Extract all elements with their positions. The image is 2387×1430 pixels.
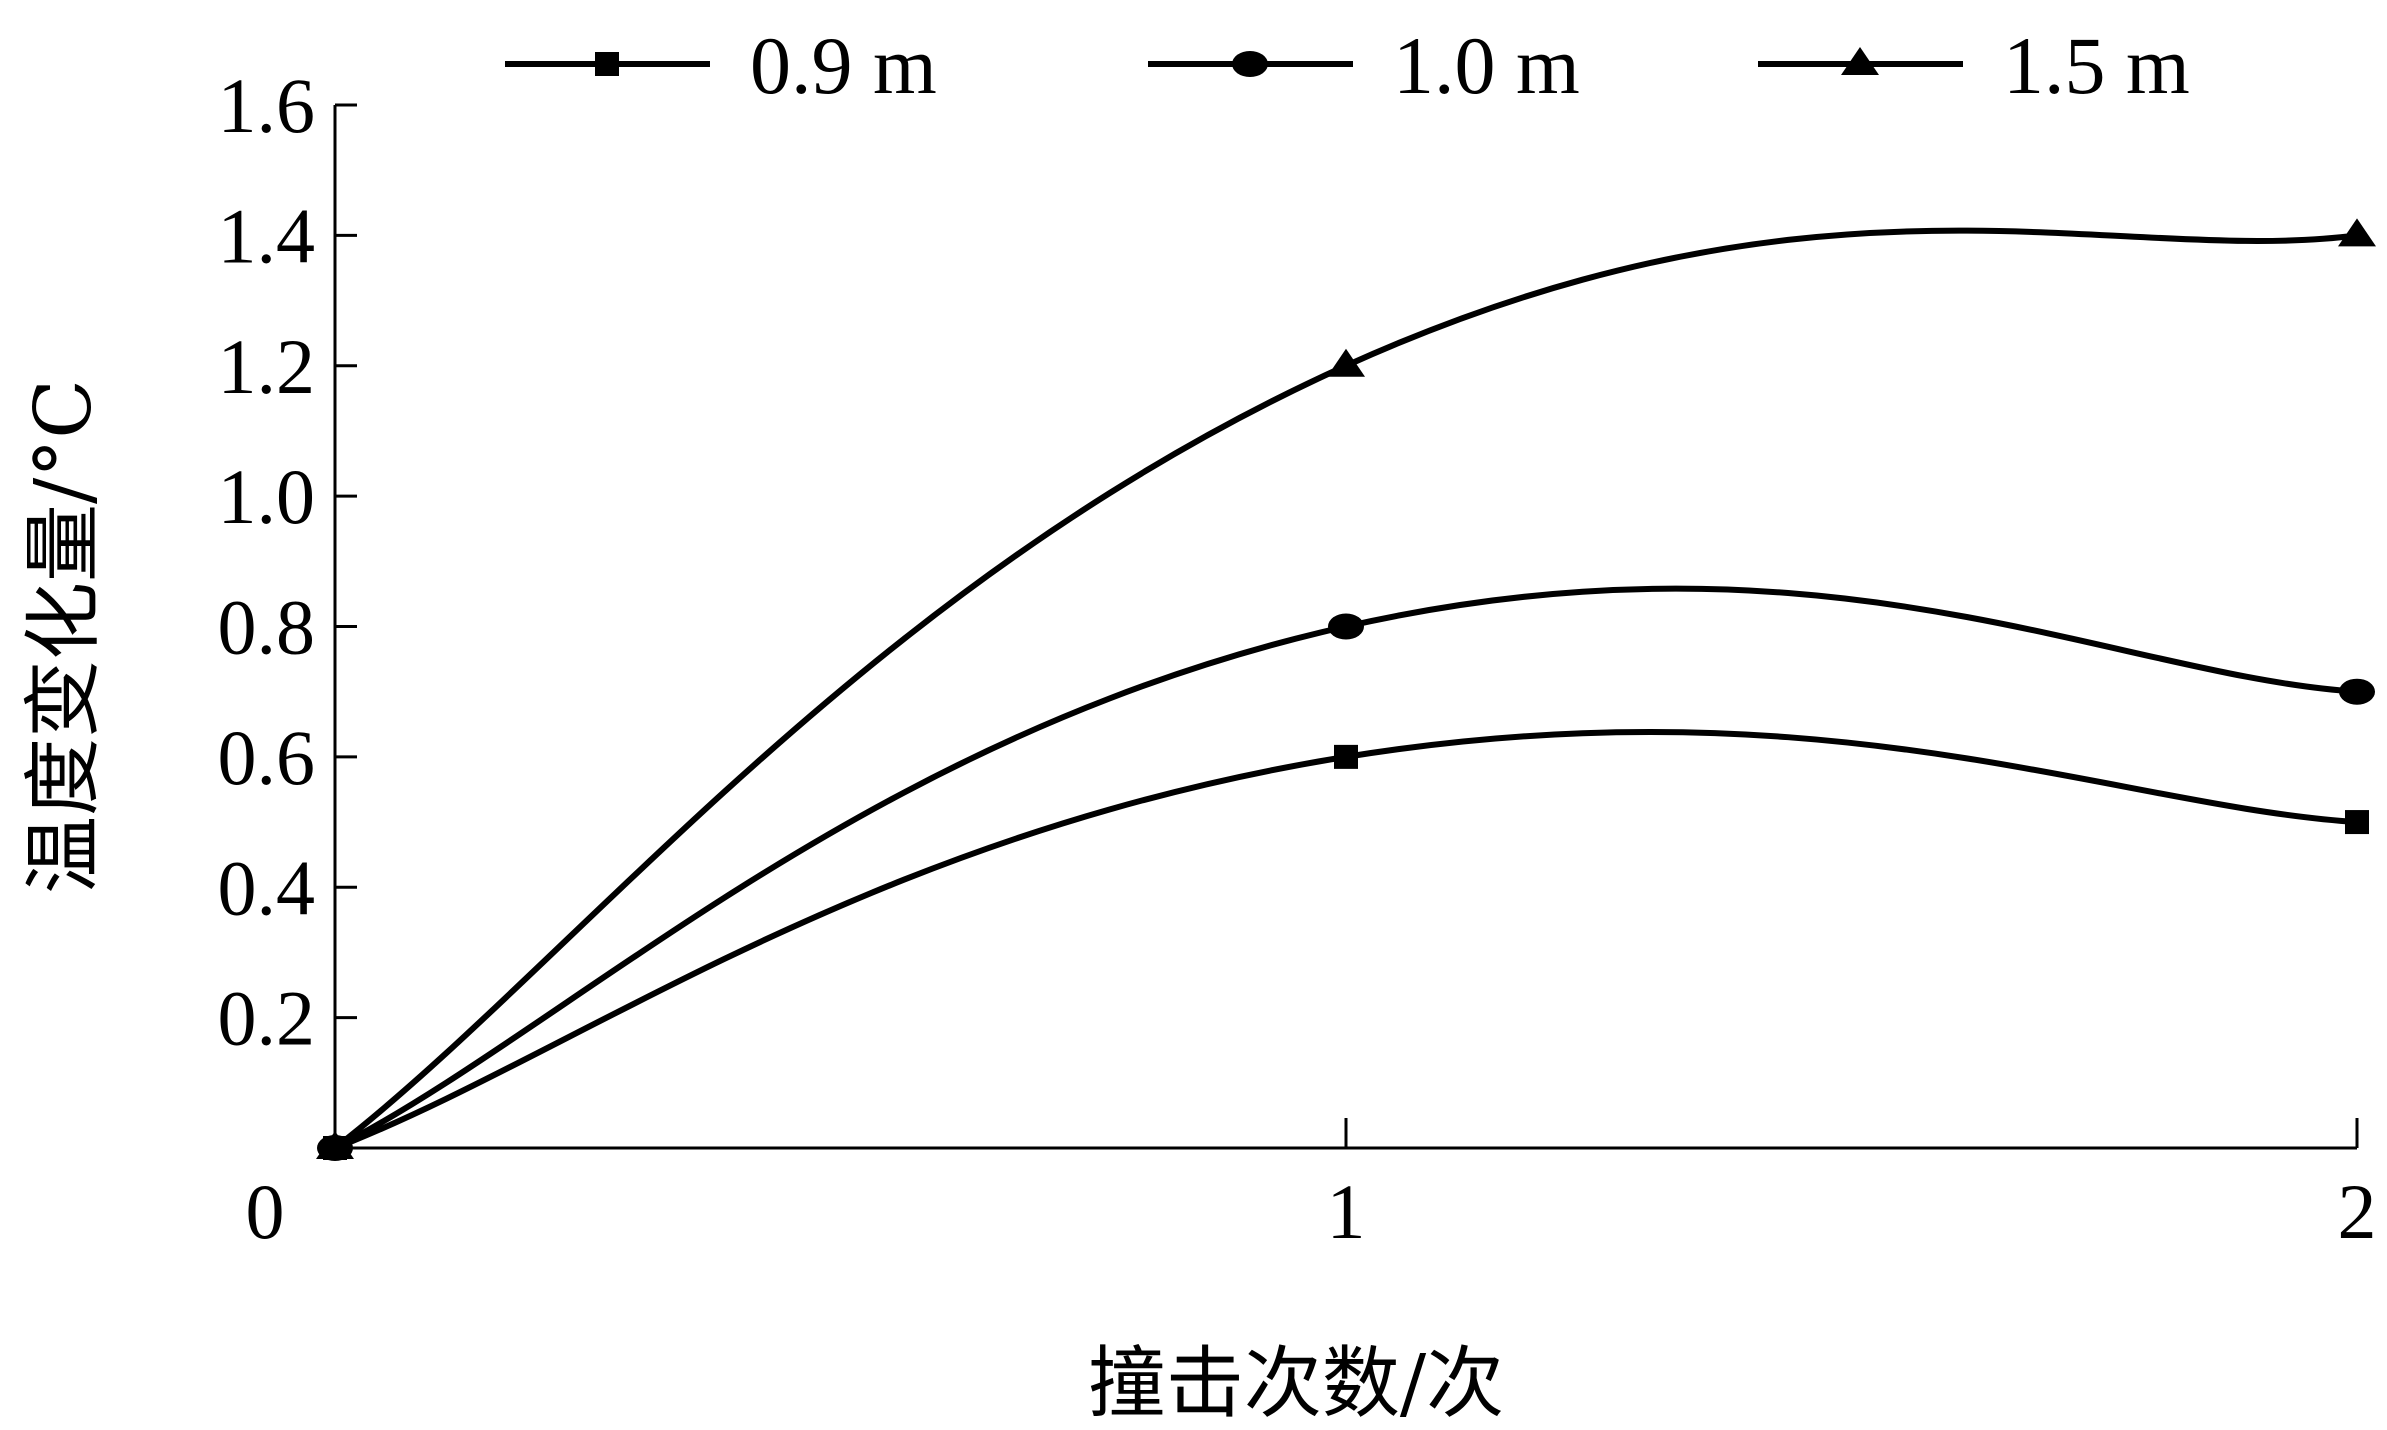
legend-item: 1.5 m: [1758, 20, 2190, 111]
legend-label: 1.5 m: [2003, 20, 2190, 111]
legend-item: 1.0 m: [1148, 20, 1580, 111]
legend-item: 0.9 m: [505, 20, 937, 111]
y-tick-label: 0.4: [218, 844, 316, 931]
data-point-triangle: [316, 1131, 354, 1159]
y-tick-label: 0.8: [218, 584, 316, 671]
y-tick-label: 1.0: [218, 453, 316, 540]
legend-label: 1.0 m: [1393, 20, 1580, 111]
x-ticks: 0 1 2: [246, 1118, 2377, 1255]
series-line: [333, 729, 2358, 1151]
data-point-square: [2345, 810, 2369, 835]
y-tick-label: 0.6: [218, 714, 316, 801]
y-tick-label: 1.2: [218, 323, 316, 410]
y-tick-label: 1.4: [218, 192, 316, 279]
data-point-circle: [2339, 678, 2375, 705]
data-point-triangle: [1327, 348, 1365, 377]
y-axis-title: 温度变化量/°C: [19, 379, 109, 894]
x-tick-label: 2: [2338, 1168, 2377, 1255]
y-tick-label: 0.2: [218, 975, 316, 1062]
data-point-square: [1334, 744, 1358, 769]
legend-marker-triangle: [1841, 47, 1879, 75]
series-line: [333, 227, 2358, 1151]
y-ticks: 0.2 0.4 0.6 0.8 1.0 1.2 1.4 1.6: [218, 62, 357, 1062]
series-circle: [317, 585, 2375, 1161]
data-point-triangle: [2338, 218, 2376, 247]
legend: 0.9 m 1.0 m 1.5 m: [505, 20, 2190, 111]
series-layer: [316, 218, 2376, 1161]
x-axis-title: 撞击次数/次: [1088, 1339, 1504, 1429]
y-tick-label: 1.6: [218, 62, 316, 149]
series-square: [323, 729, 2369, 1160]
legend-marker-circle: [1232, 51, 1268, 77]
legend-label: 0.9 m: [750, 20, 937, 111]
series-triangle: [316, 218, 2376, 1159]
x-tick-label: 1: [1327, 1168, 1366, 1255]
x-tick-label: 0: [246, 1168, 285, 1255]
data-point-circle: [1328, 613, 1364, 640]
legend-marker-square: [595, 52, 619, 76]
